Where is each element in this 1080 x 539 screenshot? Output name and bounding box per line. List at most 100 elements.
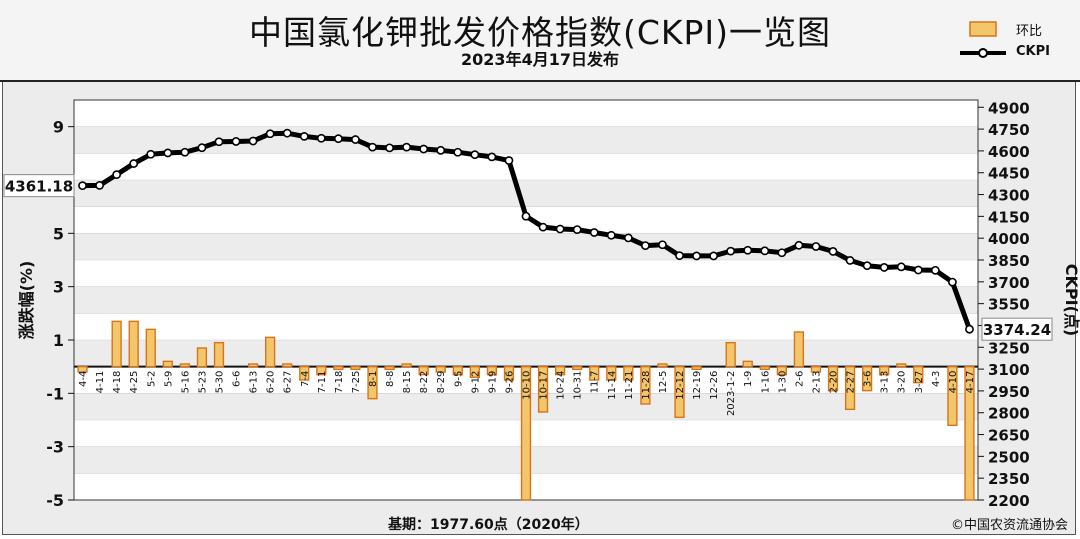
ckpi-point xyxy=(248,136,258,146)
right-axis-tick-label: 4150 xyxy=(988,208,1030,226)
bar xyxy=(674,365,685,419)
ckpi-point xyxy=(794,240,804,250)
category-label: 2023-1-2 xyxy=(726,371,737,416)
base-period-note: 基期：1977.60点（2020年） xyxy=(388,517,589,533)
legend-bar-label: 环比 xyxy=(1016,24,1043,39)
bar xyxy=(623,365,634,381)
bar xyxy=(606,365,617,381)
category-label: 2-27 xyxy=(846,371,857,394)
ckpi-point xyxy=(930,265,940,275)
category-label: 4-10 xyxy=(948,371,959,394)
category-label: 10-10 xyxy=(522,371,533,400)
category-label: 9-12 xyxy=(470,371,481,394)
category-label: 12-26 xyxy=(709,371,720,400)
left-axis-tick-label: 3 xyxy=(53,278,64,297)
bar xyxy=(486,365,498,376)
bar xyxy=(418,365,429,376)
category-label: 8-22 xyxy=(419,371,430,394)
ckpi-point xyxy=(709,251,719,261)
left-axis-tick-label: -5 xyxy=(46,491,64,510)
category-label: 6-13 xyxy=(249,371,260,394)
plot-band xyxy=(74,126,978,154)
category-label: 6-27 xyxy=(283,371,294,394)
category-label: 9-19 xyxy=(487,371,498,394)
category-label: 4-4 xyxy=(78,371,89,387)
category-label: 11-28 xyxy=(641,371,652,400)
right-axis-title: CKPI(点) xyxy=(1062,264,1080,336)
bar xyxy=(554,365,566,376)
bar xyxy=(213,341,225,368)
ckpi-point xyxy=(965,324,974,334)
bar xyxy=(367,365,378,400)
category-label: 5-2 xyxy=(146,371,157,387)
category-label: 4-3 xyxy=(931,371,942,387)
bar xyxy=(742,360,753,368)
plot-band xyxy=(74,340,978,367)
ckpi-point xyxy=(470,150,480,160)
category-label: 8-8 xyxy=(385,371,396,387)
category-label: 12-5 xyxy=(658,371,669,394)
ckpi-point xyxy=(163,148,173,158)
bar xyxy=(77,365,88,373)
category-label: 10-31 xyxy=(573,371,584,400)
category-label: 6-20 xyxy=(266,371,277,394)
bar xyxy=(128,320,139,368)
ckpi-point xyxy=(743,245,753,255)
bar xyxy=(520,365,532,501)
ckpi-point xyxy=(640,241,650,250)
ckpi-point xyxy=(828,247,838,256)
category-label: 9-26 xyxy=(504,371,515,394)
legend-item-line: CKPI xyxy=(958,40,1068,64)
ckpi-point xyxy=(146,149,156,159)
category-label: 10-24 xyxy=(556,371,567,400)
category-label: 2-20 xyxy=(829,371,840,394)
chart-header: 中国氯化钾批发价格指数(CKPI)一览图 2023年4月17日发布 环比 CKP… xyxy=(0,0,1080,82)
category-label: 1-16 xyxy=(760,371,771,394)
ckpi-point xyxy=(487,152,497,162)
bar xyxy=(503,365,515,381)
right-axis-tick-label: 4300 xyxy=(988,187,1030,205)
bar xyxy=(640,365,651,405)
right-axis-tick-label: 3100 xyxy=(988,361,1030,379)
ckpi-point xyxy=(811,242,821,251)
bar xyxy=(589,365,600,381)
ckpi-point xyxy=(419,144,429,154)
callout-start-label: 4361.18 xyxy=(5,178,73,196)
bar xyxy=(247,363,259,368)
ckpi-point xyxy=(180,147,190,157)
bar xyxy=(810,365,822,373)
right-axis-tick-label: 4450 xyxy=(988,165,1030,183)
bar xyxy=(861,365,873,392)
ckpi-point xyxy=(777,248,787,258)
bar xyxy=(350,365,361,371)
bar xyxy=(316,365,327,376)
category-label: 11-21 xyxy=(624,371,635,400)
ckpi-point xyxy=(368,142,377,152)
category-label: 11-14 xyxy=(607,371,618,400)
legend: 环比 CKPI xyxy=(958,16,1068,64)
category-label: 2-13 xyxy=(811,371,822,394)
right-axis-tick-label: 4000 xyxy=(988,230,1030,248)
category-label: 7-11 xyxy=(317,371,328,394)
plot-band xyxy=(74,286,978,314)
ckpi-point xyxy=(896,262,906,272)
bar xyxy=(145,328,156,368)
right-axis-tick-label: 2950 xyxy=(988,383,1030,401)
right-axis-tick-label: 2500 xyxy=(988,448,1030,466)
bar xyxy=(793,331,805,368)
bar xyxy=(725,341,736,368)
ckpi-point xyxy=(129,159,139,168)
category-label: 4-11 xyxy=(95,371,106,394)
right-axis-tick-label: 2200 xyxy=(988,492,1030,510)
ckpi-point xyxy=(555,224,565,234)
ckpi-point xyxy=(385,143,394,153)
category-label: 4-17 xyxy=(965,371,976,394)
category-label: 9-5 xyxy=(453,371,464,387)
category-label: 12-19 xyxy=(692,371,703,400)
bar xyxy=(964,365,975,501)
category-label: 8-1 xyxy=(368,371,379,387)
bar xyxy=(691,365,702,371)
bar xyxy=(111,320,122,368)
right-axis-tick-label: 3550 xyxy=(988,296,1030,314)
